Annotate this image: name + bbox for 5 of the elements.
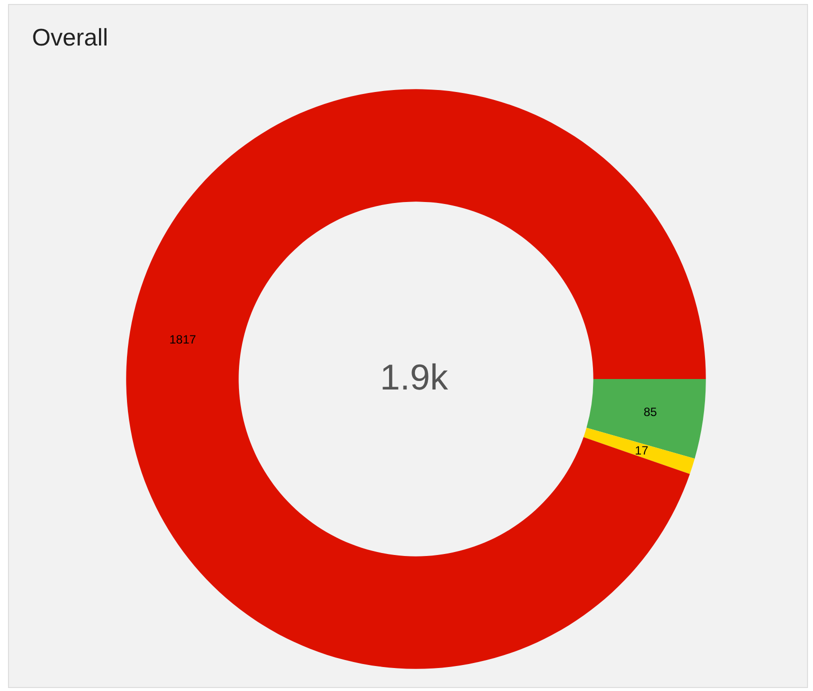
text: 1.9k (380, 356, 450, 398)
data-label: 85 (644, 404, 658, 419)
data-label: 1817 (169, 332, 196, 347)
data-label: 17 (634, 443, 649, 458)
chart-title: Overall (32, 24, 108, 52)
